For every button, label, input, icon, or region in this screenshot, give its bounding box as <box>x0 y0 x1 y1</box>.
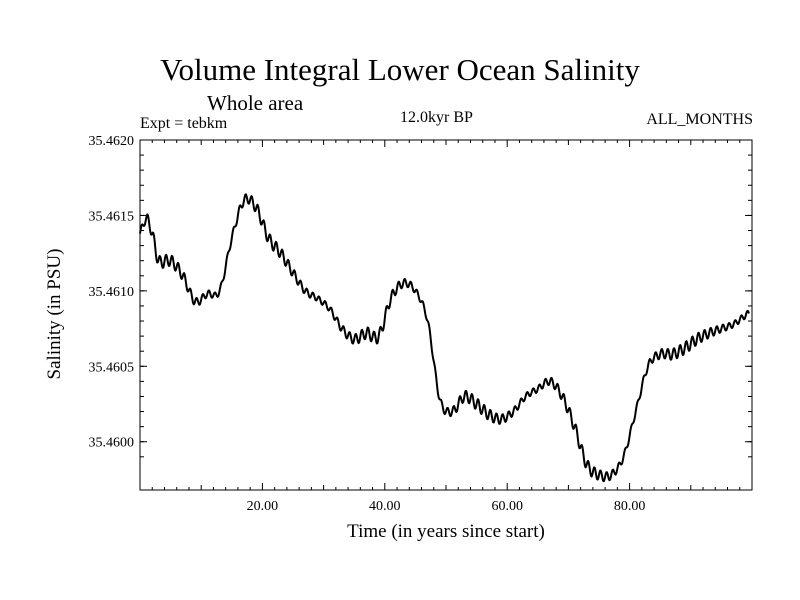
x-axis-label: Time (in years since start) <box>347 521 545 542</box>
experiment-label: Expt = tebkm <box>140 115 228 132</box>
months-label: ALL_MONTHS <box>646 111 753 128</box>
x-tick-label: 60.00 <box>491 499 523 514</box>
x-tick-label: 20.00 <box>247 499 279 514</box>
plot-frame <box>139 139 753 491</box>
y-tick-label: 35.4605 <box>89 360 135 375</box>
y-tick-label: 35.4615 <box>89 209 135 224</box>
x-tick-label: 80.00 <box>614 499 646 514</box>
x-axis: 20.00 40.00 60.00 80.00 <box>151 140 741 514</box>
chart-subtitle: Whole area <box>207 91 304 115</box>
salinity-series-line <box>139 193 750 483</box>
y-tick-label: 35.4620 <box>89 134 135 149</box>
y-tick-label: 35.4600 <box>89 436 135 451</box>
y-axis: 35.4600 35.4605 35.4610 35.4615 35.4620 <box>89 134 752 458</box>
chart-title: Volume Integral Lower Ocean Salinity <box>160 52 640 87</box>
x-tick-label: 40.00 <box>369 499 401 514</box>
y-tick-label: 35.4610 <box>89 285 135 300</box>
period-label: 12.0kyr BP <box>400 109 473 126</box>
